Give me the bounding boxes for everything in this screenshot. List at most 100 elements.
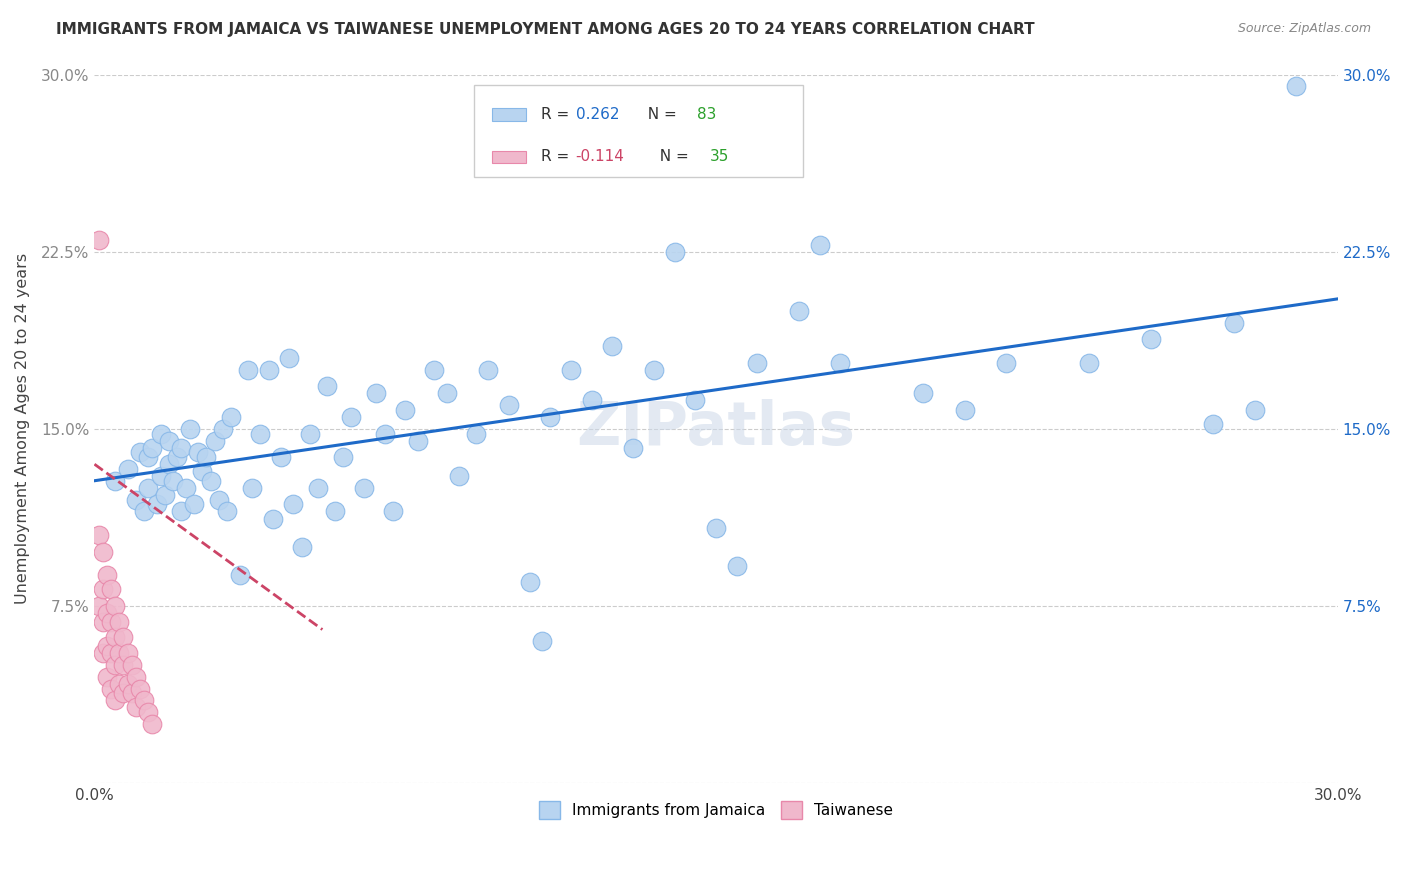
Point: [436, 386, 458, 401]
Point: [240, 481, 263, 495]
Text: N =: N =: [638, 107, 682, 122]
Point: [187, 445, 209, 459]
FancyBboxPatch shape: [474, 85, 803, 178]
Point: [298, 426, 321, 441]
Point: [725, 558, 748, 573]
Point: [141, 441, 163, 455]
Point: [291, 540, 314, 554]
Point: [270, 450, 292, 464]
Point: [104, 474, 127, 488]
Point: [100, 646, 122, 660]
Text: R =: R =: [541, 107, 574, 122]
Point: [381, 504, 404, 518]
Point: [664, 244, 686, 259]
Point: [995, 356, 1018, 370]
Point: [162, 474, 184, 488]
Point: [581, 393, 603, 408]
Point: [340, 409, 363, 424]
Point: [104, 693, 127, 707]
Point: [129, 445, 152, 459]
Point: [170, 504, 193, 518]
Point: [100, 582, 122, 597]
Point: [149, 469, 172, 483]
Point: [96, 568, 118, 582]
Point: [830, 356, 852, 370]
FancyBboxPatch shape: [492, 151, 526, 163]
Point: [121, 686, 143, 700]
Point: [134, 693, 156, 707]
Point: [87, 528, 110, 542]
Point: [249, 426, 271, 441]
Point: [560, 363, 582, 377]
Point: [108, 677, 131, 691]
Point: [1285, 79, 1308, 94]
Point: [125, 492, 148, 507]
Point: [219, 409, 242, 424]
Text: -0.114: -0.114: [575, 150, 624, 164]
Point: [125, 700, 148, 714]
Point: [100, 615, 122, 630]
Point: [121, 657, 143, 672]
Point: [643, 363, 665, 377]
Text: 83: 83: [697, 107, 717, 122]
Point: [353, 481, 375, 495]
Point: [170, 441, 193, 455]
Text: Source: ZipAtlas.com: Source: ZipAtlas.com: [1237, 22, 1371, 36]
Point: [112, 686, 135, 700]
Point: [498, 398, 520, 412]
Point: [1243, 403, 1265, 417]
Point: [153, 488, 176, 502]
Point: [100, 681, 122, 696]
Text: R =: R =: [541, 150, 574, 164]
Point: [117, 677, 139, 691]
Point: [117, 462, 139, 476]
Point: [112, 657, 135, 672]
Point: [134, 504, 156, 518]
Point: [953, 403, 976, 417]
FancyBboxPatch shape: [492, 108, 526, 121]
Point: [108, 615, 131, 630]
Point: [315, 379, 337, 393]
Point: [477, 363, 499, 377]
Point: [112, 630, 135, 644]
Point: [519, 575, 541, 590]
Text: IMMIGRANTS FROM JAMAICA VS TAIWANESE UNEMPLOYMENT AMONG AGES 20 TO 24 YEARS CORR: IMMIGRANTS FROM JAMAICA VS TAIWANESE UNE…: [56, 22, 1035, 37]
Point: [166, 450, 188, 464]
Point: [87, 233, 110, 247]
Point: [129, 681, 152, 696]
Point: [366, 386, 388, 401]
Point: [200, 474, 222, 488]
Point: [228, 568, 250, 582]
Point: [747, 356, 769, 370]
Point: [208, 492, 231, 507]
Point: [217, 504, 239, 518]
Point: [91, 646, 114, 660]
Point: [149, 426, 172, 441]
Point: [104, 599, 127, 613]
Point: [138, 481, 160, 495]
Point: [538, 409, 561, 424]
Point: [278, 351, 301, 365]
Point: [423, 363, 446, 377]
Point: [621, 441, 644, 455]
Point: [108, 646, 131, 660]
Point: [179, 422, 201, 436]
Point: [96, 670, 118, 684]
Legend: Immigrants from Jamaica, Taiwanese: Immigrants from Jamaica, Taiwanese: [533, 795, 900, 825]
Point: [145, 497, 167, 511]
Point: [332, 450, 354, 464]
Point: [1140, 332, 1163, 346]
Point: [183, 497, 205, 511]
Point: [1223, 316, 1246, 330]
Text: ZIPatlas: ZIPatlas: [576, 400, 856, 458]
Point: [307, 481, 329, 495]
Point: [174, 481, 197, 495]
Text: N =: N =: [650, 150, 693, 164]
Point: [212, 422, 235, 436]
Point: [138, 450, 160, 464]
Point: [141, 717, 163, 731]
Y-axis label: Unemployment Among Ages 20 to 24 years: Unemployment Among Ages 20 to 24 years: [15, 253, 30, 605]
Text: 0.262: 0.262: [575, 107, 619, 122]
Point: [191, 464, 214, 478]
Point: [257, 363, 280, 377]
